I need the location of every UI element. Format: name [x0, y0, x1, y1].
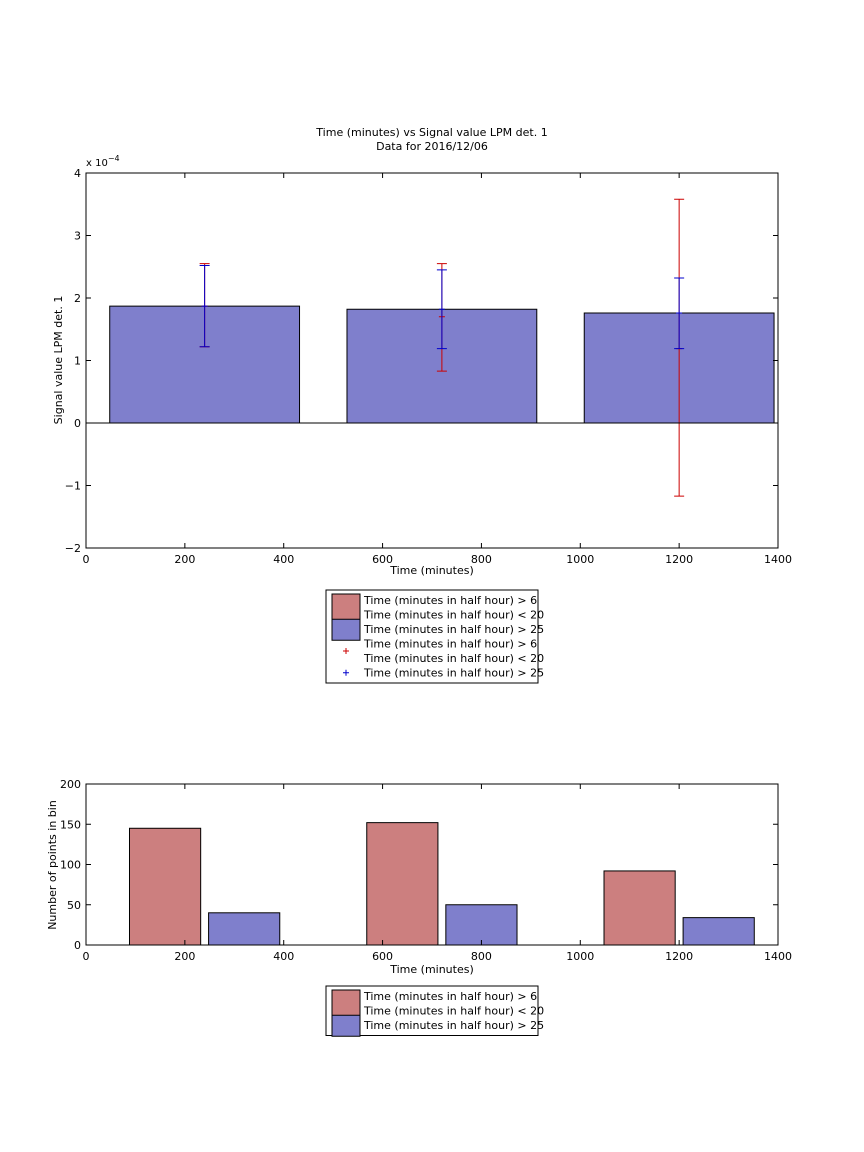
legend-label: Time (minutes in half hour) > 25 — [363, 1019, 544, 1032]
x-tick-label: 400 — [273, 950, 294, 963]
count-bar — [682, 917, 755, 946]
legend-label: Time (minutes in half hour) < 20 — [363, 652, 544, 665]
x-tick-label: 600 — [372, 553, 393, 566]
x-tick-label: 200 — [174, 950, 195, 963]
legend-patch — [331, 618, 361, 641]
x-tick-label: 200 — [174, 553, 195, 566]
count-bar — [445, 904, 518, 946]
chart2-bars — [128, 822, 755, 946]
legend-patch — [331, 1014, 361, 1037]
chart1-errorbars — [199, 198, 685, 497]
count-bar — [603, 870, 676, 946]
x-tick-label: 1400 — [764, 553, 792, 566]
legend-box — [325, 589, 539, 684]
chart1-subtitle: Data for 2016/12/06 — [376, 140, 488, 153]
count-bar — [366, 822, 439, 946]
chart2-ylabel: Number of points in bin — [46, 800, 59, 930]
count-bar — [208, 912, 281, 946]
y-tick-label: 4 — [74, 167, 81, 180]
x-tick-label: 0 — [83, 950, 90, 963]
x-tick-label: 600 — [372, 950, 393, 963]
chart1-x-ticks: 0 200 400 600 800 1000 1200 1400 — [83, 173, 792, 566]
legend-label: Time (minutes in half hour) < 20 — [363, 609, 544, 622]
x-tick-label: 1000 — [566, 950, 594, 963]
x-tick-label: 1000 — [566, 553, 594, 566]
x-tick-label: 1200 — [665, 950, 693, 963]
y-tick-label: 1 — [74, 355, 81, 368]
y-tick-label: 150 — [60, 818, 81, 831]
chart1-ylabel: Signal value LPM det. 1 — [52, 296, 65, 425]
y-tick-label: 50 — [67, 899, 81, 912]
chart1-y-ticks: −2 −1 0 1 2 3 4 — [65, 167, 778, 555]
chart2-legend: Time (minutes in half hour) > 6 Time (min… — [325, 985, 544, 1037]
chart1-y-exponent-base: x 10 — [86, 158, 108, 169]
legend-box — [325, 985, 539, 1036]
chart1-y-exponent: x 10−4 — [86, 154, 120, 169]
legend-label: Time (minutes in half hour) > 6 — [363, 990, 537, 1003]
legend-label: Time (minutes in half hour) < 20 — [363, 1005, 544, 1018]
y-tick-label: 3 — [74, 230, 81, 243]
y-tick-label: 100 — [60, 859, 81, 872]
y-tick-label: −2 — [65, 542, 81, 555]
chart2-xlabel: Time (minutes) — [389, 963, 474, 976]
chart1-xlabel: Time (minutes) — [389, 564, 474, 577]
legend-patch — [331, 989, 361, 1019]
y-tick-label: 0 — [74, 939, 81, 952]
chart2-y-ticks: 0 50 100 150 200 — [60, 778, 778, 952]
y-tick-label: −1 — [65, 480, 81, 493]
x-tick-label: 1200 — [665, 553, 693, 566]
y-tick-label: 2 — [74, 292, 81, 305]
chart2-x-ticks: 0 200 400 600 800 1000 1200 1400 — [83, 784, 792, 963]
count-chart: 0 200 400 600 800 1000 1200 1400 0 50 100 150 200 T… — [46, 778, 792, 1037]
chart1-title: Time (minutes) vs Signal value LPM det. … — [315, 126, 547, 139]
legend-label: Time (minutes in half hour) > 25 — [363, 667, 544, 680]
legend-label: Time (minutes in half hour) > 25 — [363, 623, 544, 636]
x-tick-label: 1400 — [764, 950, 792, 963]
count-bar — [128, 827, 202, 946]
legend-label: Time (minutes in half hour) > 6 — [363, 638, 537, 651]
y-tick-label: 0 — [74, 417, 81, 430]
x-tick-label: 400 — [273, 553, 294, 566]
y-tick-label: 200 — [60, 778, 81, 791]
x-tick-label: 800 — [471, 950, 492, 963]
signal-chart: Time (minutes) vs Signal value LPM det. … — [52, 126, 792, 684]
chart1-y-exponent-power: −4 — [108, 154, 120, 163]
x-tick-label: 0 — [83, 553, 90, 566]
legend-patch — [331, 593, 361, 623]
x-tick-label: 800 — [471, 553, 492, 566]
legend-label: Time (minutes in half hour) > 6 — [363, 594, 537, 607]
